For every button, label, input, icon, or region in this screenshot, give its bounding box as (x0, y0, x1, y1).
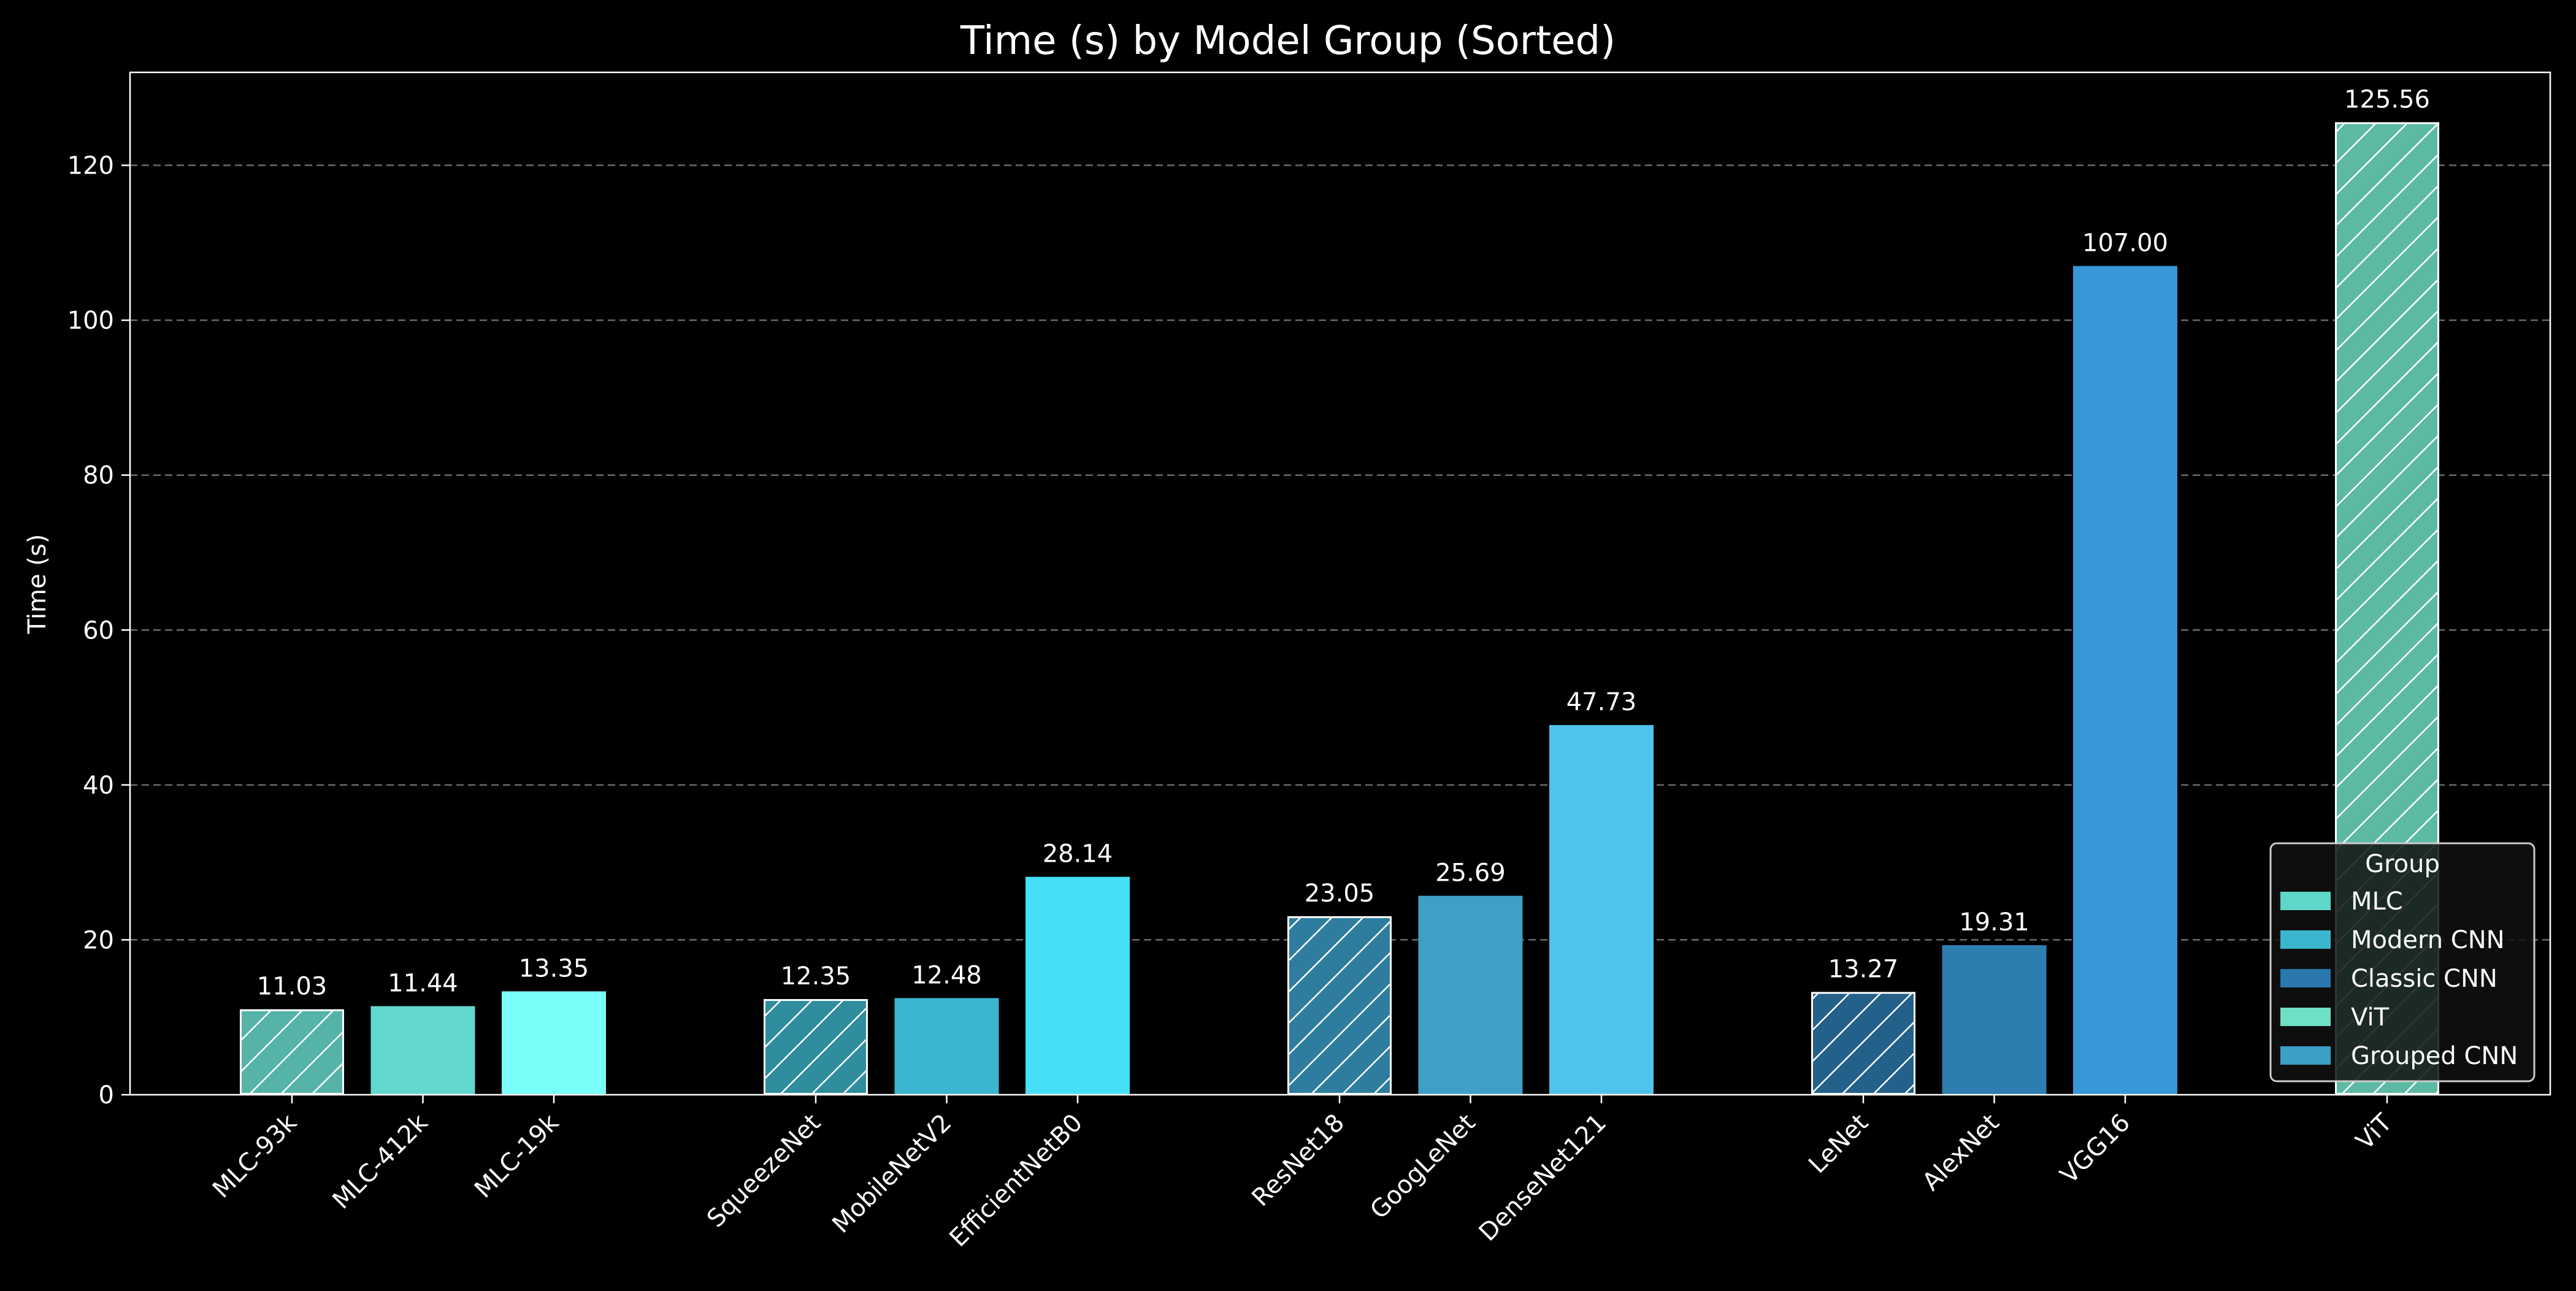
legend-label: ViT (2351, 1003, 2390, 1032)
value-label: 107.00 (2082, 229, 2168, 258)
value-label: 125.56 (2344, 85, 2430, 113)
legend-swatch (2280, 930, 2331, 949)
legend: Group MLC Modern CNN Classic CNN ViT Grouped… (2269, 842, 2536, 1082)
legend-items: MLC Modern CNN Classic CNN ViT Grouped CNN (2280, 887, 2518, 1070)
y-tick-label: 20 (83, 926, 114, 954)
value-label: 12.35 (781, 962, 851, 990)
legend-label: Classic CNN (2351, 965, 2497, 993)
value-label: 11.44 (388, 970, 458, 998)
bar-outline (1287, 916, 1392, 1095)
value-label: 13.35 (519, 954, 589, 983)
bar-hatch (240, 1009, 344, 1095)
value-label: 12.48 (911, 961, 982, 989)
bar (1549, 725, 1654, 1095)
value-label: 47.73 (1566, 688, 1637, 716)
legend-swatch (2280, 969, 2331, 987)
y-tick-label: 60 (83, 616, 114, 645)
bar (2073, 266, 2177, 1095)
bar-outline (1811, 992, 1915, 1095)
y-axis-ticks: 0 20 40 60 80 100 120 (67, 152, 130, 1109)
bar-outline (2335, 122, 2439, 1095)
y-tick-label: 80 (83, 462, 114, 490)
bar (1942, 945, 2047, 1095)
legend-label: Grouped CNN (2351, 1042, 2518, 1070)
y-tick-label: 40 (83, 772, 114, 800)
value-label: 25.69 (1435, 859, 1506, 887)
bar-hatch (1287, 916, 1392, 1095)
bar-hatch (1811, 992, 1915, 1095)
legend-label: Modern CNN (2351, 926, 2505, 954)
y-tick-label: 100 (67, 307, 114, 335)
value-label: 19.31 (1959, 908, 2030, 937)
legend-title: Group (2365, 850, 2440, 878)
y-tick-label: 0 (99, 1081, 114, 1109)
legend-box (2269, 842, 2536, 1082)
bar (370, 1006, 475, 1095)
legend-swatch (2280, 1008, 2331, 1026)
bar-outline (240, 1009, 344, 1095)
y-tick-label: 120 (67, 152, 114, 180)
bar-hatch (764, 999, 868, 1095)
value-label: 11.03 (257, 973, 328, 1001)
value-labels: 11.03 11.44 13.35 12.35 12.48 28.14 23.05 25.69… (257, 85, 2430, 1000)
legend-label: MLC (2351, 887, 2403, 916)
y-axis-label: Time (s) (23, 534, 52, 635)
bar (1418, 895, 1523, 1095)
chart-title: Time (s) by Model Group (Sorted) (960, 18, 1616, 64)
value-label: 13.27 (1828, 955, 1899, 983)
bar (502, 991, 606, 1095)
legend-swatch (2280, 892, 2331, 910)
legend-swatch (2280, 1046, 2331, 1065)
bar-outline (764, 999, 868, 1095)
bar (894, 998, 999, 1095)
bar (1025, 876, 1130, 1095)
value-label: 28.14 (1043, 840, 1113, 868)
value-label: 23.05 (1305, 879, 1375, 908)
